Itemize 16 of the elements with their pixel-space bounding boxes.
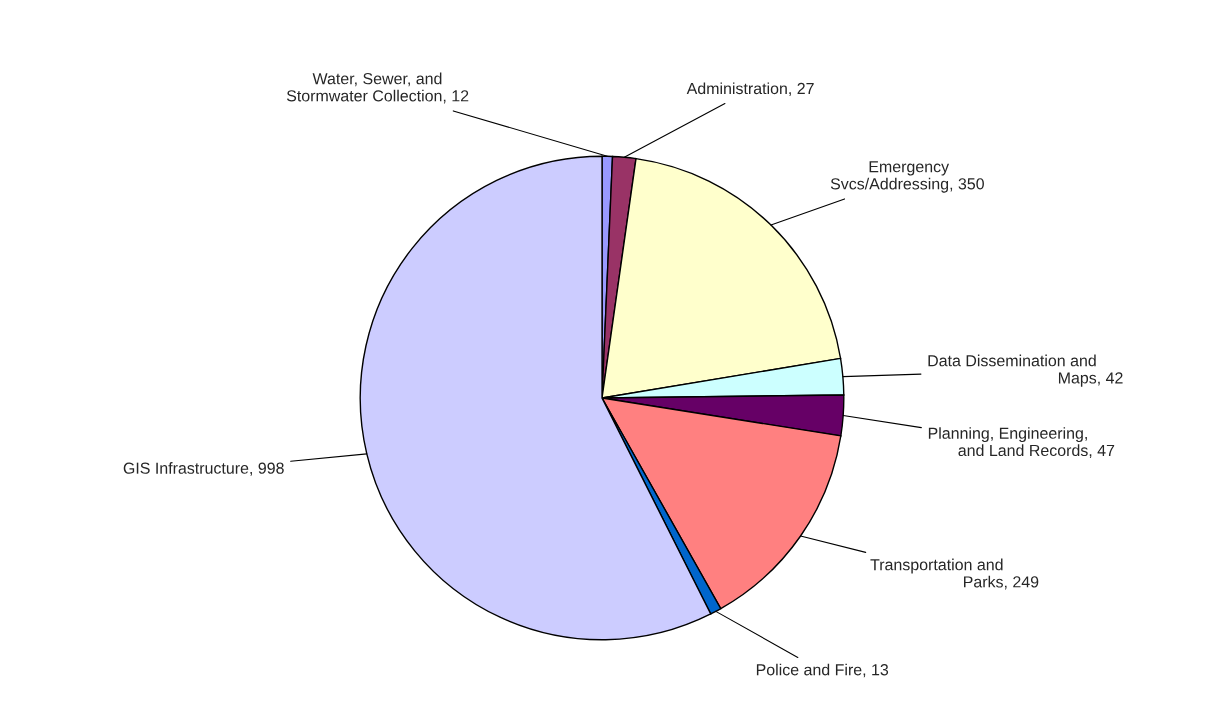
slice-label: GIS Infrastructure [123, 462, 249, 474]
data-label: , 47 [1089, 444, 1115, 458]
data-label: , 42 [1098, 372, 1123, 386]
slice-label: Transportation and Parks [870, 558, 1003, 588]
data-label: , 12 [443, 90, 469, 104]
data-label: , 350 [950, 178, 984, 192]
slice-label: Water, Sewer, and Stormwater Collection [286, 72, 442, 102]
slice-label: Data Dissemination and Maps [928, 354, 1097, 387]
slice-label: Police and Fire [756, 663, 862, 676]
slice-label: Planning, Engineering, and Land Records [928, 427, 1088, 457]
data-label: , 998 [250, 462, 284, 476]
slice-label: Emergency Svcs/Addressing [830, 161, 950, 193]
data-label: , 27 [789, 82, 814, 97]
slice-label: Administration [686, 82, 787, 95]
data-label: , 249 [1004, 576, 1039, 590]
data-label: , 13 [863, 664, 889, 678]
